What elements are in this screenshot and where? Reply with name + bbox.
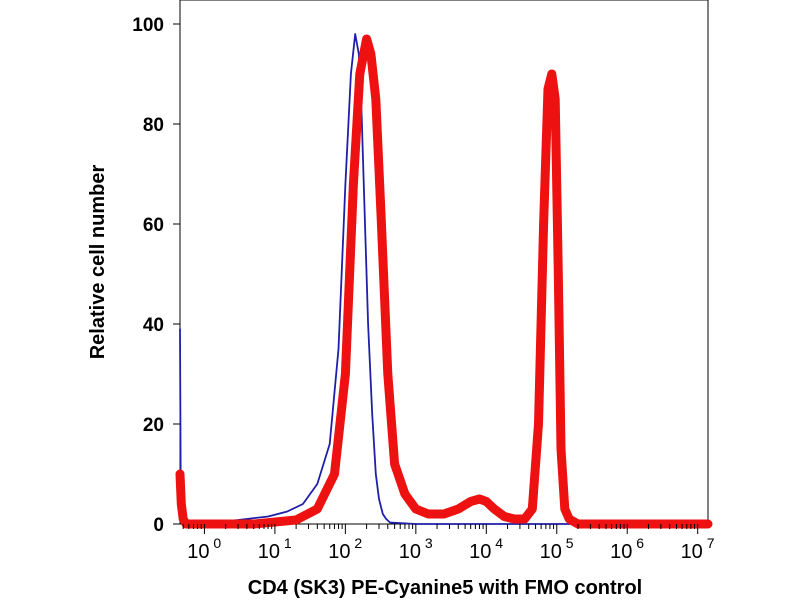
series-layer [175, 33, 713, 529]
y-tick-label: 60 [143, 215, 164, 236]
x-tick-label: 10 [469, 541, 491, 563]
x-tick-exponent: 7 [707, 535, 715, 551]
y-tick-label: 20 [143, 415, 164, 436]
x-tick-exponent: 0 [213, 535, 221, 551]
y-tick-label: 0 [153, 515, 164, 536]
x-tick-exponent: 2 [354, 535, 362, 551]
x-tick-exponent: 1 [284, 535, 292, 551]
x-tick-exponent: 6 [636, 535, 644, 551]
y-tick-label: 100 [132, 15, 164, 36]
x-axis-title: CD4 (SK3) PE-Cyanine5 with FMO control [248, 577, 642, 599]
x-tick-exponent: 3 [425, 535, 433, 551]
x-tick-label: 10 [187, 541, 209, 563]
series-line-cd4-stained [175, 34, 713, 529]
x-tick-label: 10 [540, 541, 562, 563]
x-tick-label: 10 [681, 541, 703, 563]
x-tick-label: 10 [610, 541, 632, 563]
y-axis-title: Relative cell number [87, 165, 109, 360]
series-line-fmo-control [179, 33, 709, 525]
y-axis-ticks: 0 20 40 60 80 100 [132, 15, 180, 536]
y-tick-label: 80 [143, 115, 164, 136]
x-tick-exponent: 4 [495, 535, 503, 551]
x-tick-label: 10 [328, 541, 350, 563]
x-tick-exponent: 5 [566, 535, 574, 551]
x-axis-ticks: 10 0 10 1 10 2 10 3 10 4 10 5 10 6 10 7 [182, 524, 715, 563]
x-tick-label: 10 [258, 541, 280, 563]
y-tick-label: 40 [143, 315, 164, 336]
x-tick-label: 10 [399, 541, 421, 563]
plot-frame [179, 0, 709, 525]
